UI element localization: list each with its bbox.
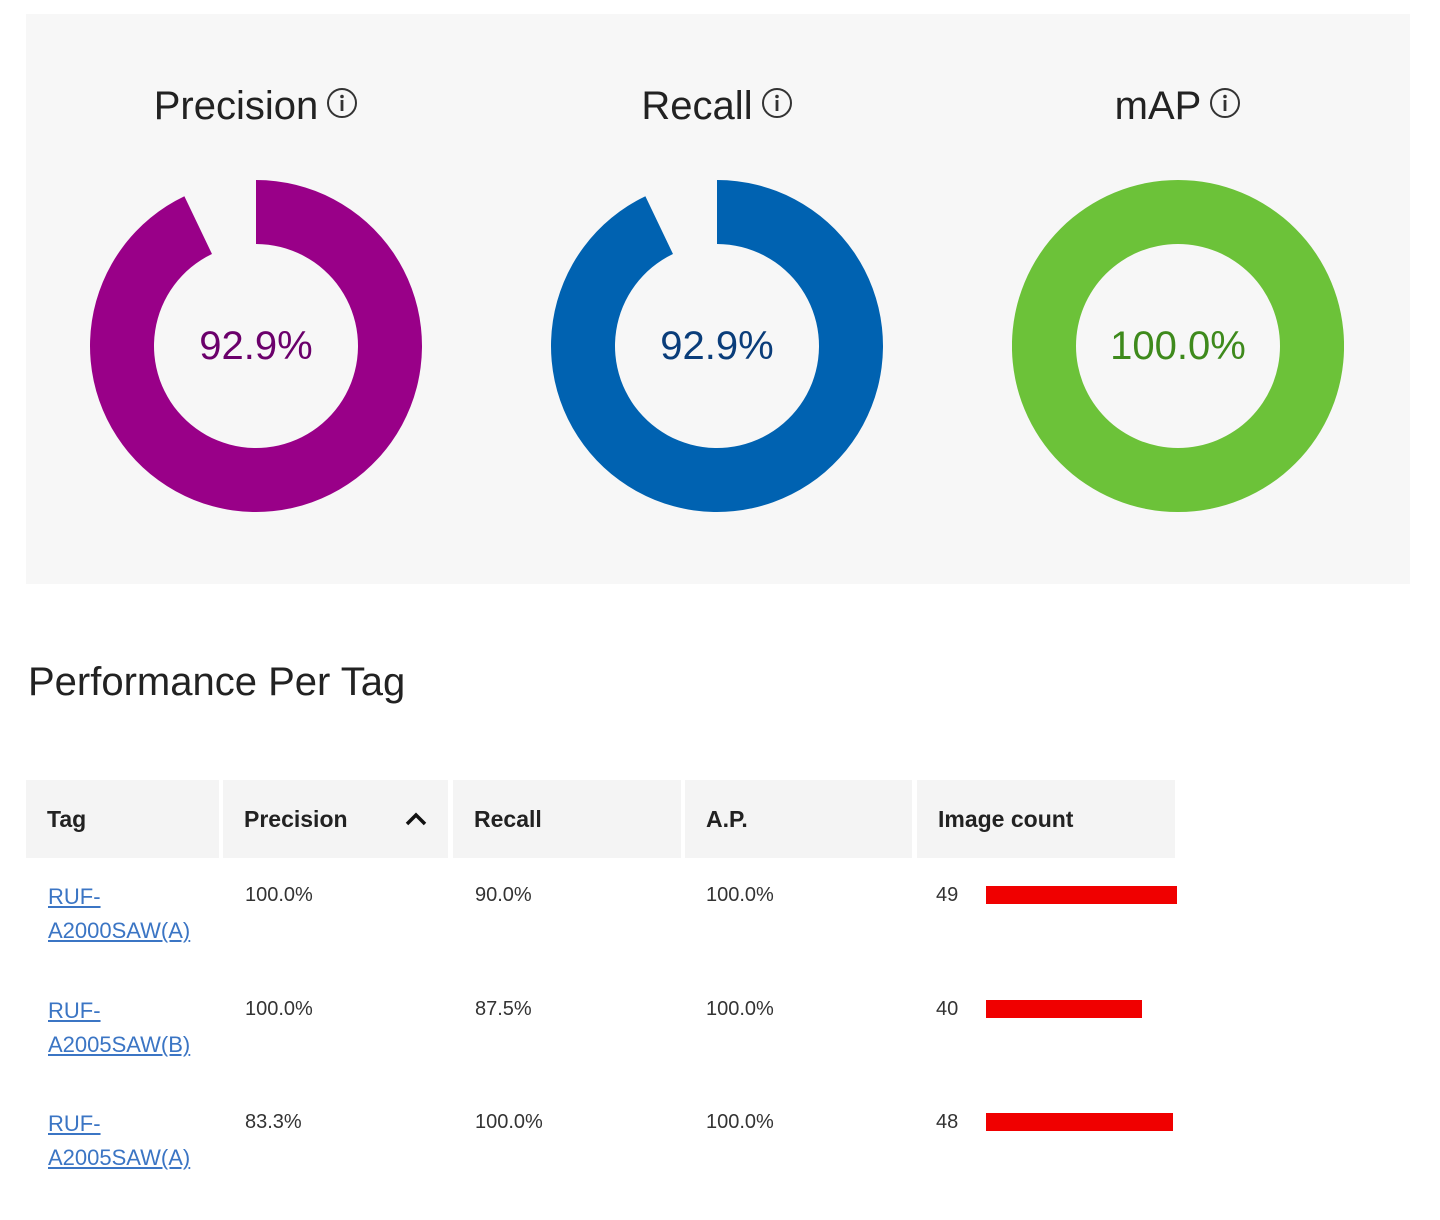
tag-link[interactable]: RUF-A2005SAW(A) — [48, 1111, 191, 1170]
tag-link[interactable]: RUF-A2000SAW(A) — [48, 884, 191, 943]
recall-arc — [551, 180, 883, 512]
metrics-panel: Precision 92.9% Recall 92.9% mAP — [26, 14, 1410, 584]
sort-ascending-icon[interactable] — [404, 806, 428, 833]
recall-cell: 100.0% — [475, 1111, 543, 1133]
precision-label: Precision — [153, 84, 319, 128]
recall-label: Recall — [641, 84, 753, 128]
image-count-bar — [986, 1000, 1142, 1018]
column-header-ap[interactable]: A.P. — [685, 780, 912, 858]
info-icon[interactable] — [326, 84, 358, 129]
column-header-recall[interactable]: Recall — [453, 780, 681, 858]
map-donut — [1012, 180, 1344, 512]
column-header-label: Tag — [47, 806, 87, 832]
map-value: 100.0% — [1110, 323, 1246, 368]
column-header-precision[interactable]: Precision — [223, 780, 448, 858]
recall-donut — [551, 180, 883, 512]
precision-arc — [90, 180, 422, 512]
precision-title: Precision — [26, 84, 486, 129]
column-header-label: A.P. — [706, 806, 748, 832]
recall-title: Recall — [487, 84, 947, 129]
section-title: Performance Per Tag — [28, 660, 406, 704]
recall-cell: 90.0% — [475, 884, 532, 906]
map-arc — [1012, 180, 1344, 512]
image-count-cell: 40 — [936, 998, 959, 1020]
map-title: mAP — [948, 84, 1408, 129]
precision-metric: Precision 92.9% — [26, 14, 486, 584]
map-label: mAP — [1114, 84, 1202, 128]
recall-value: 92.9% — [660, 323, 774, 368]
recall-metric: Recall 92.9% — [487, 14, 947, 584]
ap-cell: 100.0% — [706, 884, 774, 906]
image-count-bar — [986, 886, 1177, 904]
image-count-cell: 49 — [936, 884, 959, 906]
column-header-image-count[interactable]: Image count — [917, 780, 1175, 858]
recall-cell: 87.5% — [475, 998, 532, 1020]
precision-cell: 100.0% — [245, 998, 313, 1020]
column-header-label: Image count — [938, 806, 1074, 832]
column-header-label: Recall — [474, 806, 542, 832]
image-count-bar — [986, 1113, 1174, 1131]
precision-cell: 83.3% — [245, 1111, 302, 1133]
column-header-tag[interactable]: Tag — [26, 780, 219, 858]
map-metric: mAP 100.0% — [948, 14, 1408, 584]
ap-cell: 100.0% — [706, 998, 774, 1020]
info-icon[interactable] — [1209, 84, 1241, 129]
precision-value: 92.9% — [199, 323, 313, 368]
tag-link[interactable]: RUF-A2005SAW(B) — [48, 998, 191, 1057]
info-icon[interactable] — [761, 84, 793, 129]
ap-cell: 100.0% — [706, 1111, 774, 1133]
column-header-label: Precision — [244, 806, 348, 832]
image-count-cell: 48 — [936, 1111, 959, 1133]
precision-donut — [90, 180, 422, 512]
precision-cell: 100.0% — [245, 884, 313, 906]
